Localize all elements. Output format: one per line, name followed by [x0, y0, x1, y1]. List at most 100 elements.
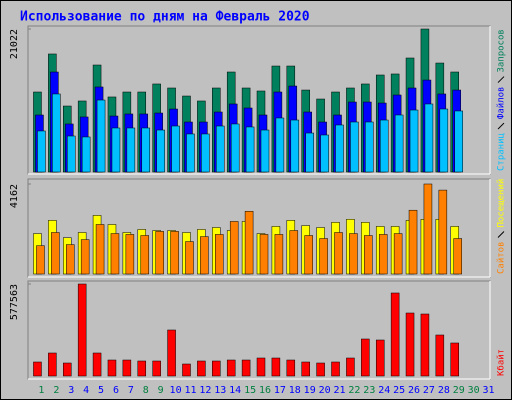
bar	[156, 129, 165, 173]
bar	[305, 132, 314, 173]
bar	[67, 135, 76, 173]
bar	[408, 209, 418, 275]
bar	[289, 230, 299, 275]
bar	[290, 119, 300, 173]
x-tick-label: 23	[363, 385, 375, 396]
bar	[215, 234, 224, 275]
x-tick-label: 2	[53, 385, 59, 396]
bar	[122, 359, 132, 377]
x-tick-label: 9	[158, 385, 164, 396]
bar	[182, 363, 191, 377]
x-tick-label: 15	[244, 385, 256, 396]
x-tick-label: 22	[348, 385, 360, 396]
x-tick-label: 21	[333, 385, 345, 396]
y-tick-label: 577563	[9, 284, 20, 320]
bar	[244, 211, 254, 275]
bar	[361, 338, 370, 377]
x-tick-label: 24	[378, 385, 390, 396]
bar	[286, 359, 296, 377]
chart-title: Использование по дням на Февраль 2020	[20, 10, 310, 25]
x-tick-label: 30	[468, 385, 480, 396]
bar	[241, 359, 251, 377]
bar	[316, 362, 325, 377]
bar	[256, 357, 266, 377]
bar	[33, 361, 42, 377]
bar	[365, 121, 374, 173]
bar	[271, 357, 281, 377]
bar	[331, 361, 340, 377]
bar	[126, 127, 136, 173]
bar	[77, 283, 87, 377]
bar	[229, 221, 239, 275]
bar	[226, 359, 236, 377]
bar	[48, 352, 57, 377]
bar	[424, 103, 434, 173]
bar	[66, 244, 75, 275]
bar	[200, 236, 209, 275]
bar	[185, 241, 194, 275]
bar	[304, 235, 313, 275]
x-tick-label: 29	[453, 385, 465, 396]
bar	[454, 110, 463, 173]
bar	[81, 136, 91, 173]
bar	[259, 234, 269, 275]
x-tick-label: 26	[408, 385, 420, 396]
bar	[393, 233, 403, 275]
bar	[319, 238, 328, 275]
bar	[52, 93, 61, 173]
x-tick-label: 16	[259, 385, 271, 396]
bar	[111, 127, 121, 173]
bar	[141, 127, 151, 173]
bar	[420, 313, 430, 377]
bar	[439, 108, 449, 173]
bar	[110, 233, 120, 275]
bar	[137, 360, 147, 377]
bar	[212, 360, 221, 377]
bar	[301, 361, 310, 377]
x-tick-label: 31	[483, 385, 495, 396]
bar	[378, 234, 388, 275]
bar	[37, 130, 46, 173]
x-tick-label: 28	[438, 385, 450, 396]
bar	[96, 99, 106, 173]
bar	[63, 362, 72, 377]
bar	[275, 117, 285, 173]
bar	[197, 360, 206, 377]
bar	[390, 292, 400, 377]
bar	[349, 233, 358, 275]
bar	[274, 234, 284, 275]
bar	[51, 232, 60, 275]
legend-label: Файлов	[497, 87, 507, 120]
x-tick-label: 3	[68, 385, 74, 396]
legend-label: Кбайт	[496, 349, 507, 376]
x-tick-label: 20	[319, 385, 331, 396]
bar	[170, 231, 179, 275]
x-tick-label: 25	[393, 385, 405, 396]
bar	[350, 121, 359, 173]
x-tick-label: 10	[170, 385, 182, 396]
y-tick-label: 4162	[9, 184, 20, 208]
bar	[95, 224, 105, 275]
bar	[335, 124, 344, 173]
bar	[334, 232, 343, 275]
bar	[92, 352, 102, 377]
x-tick-label: 18	[289, 385, 301, 396]
y-tick-label: 21022	[9, 29, 20, 59]
x-tick-label: 12	[199, 385, 211, 396]
bar	[450, 342, 459, 377]
bar	[409, 109, 419, 173]
bar	[438, 189, 448, 275]
bar	[171, 125, 180, 173]
legend-separator	[497, 231, 505, 238]
legend-label: Сайтов	[497, 241, 507, 274]
x-tick-label: 1	[38, 385, 44, 396]
legend-label: Запросов	[497, 29, 507, 72]
x-tick-label: 11	[184, 385, 196, 396]
x-tick-label: 8	[143, 385, 149, 396]
bar	[167, 329, 176, 377]
x-tick-label: 4	[83, 385, 89, 396]
bar	[216, 125, 225, 173]
bar	[453, 238, 462, 275]
x-tick-label: 17	[274, 385, 286, 396]
